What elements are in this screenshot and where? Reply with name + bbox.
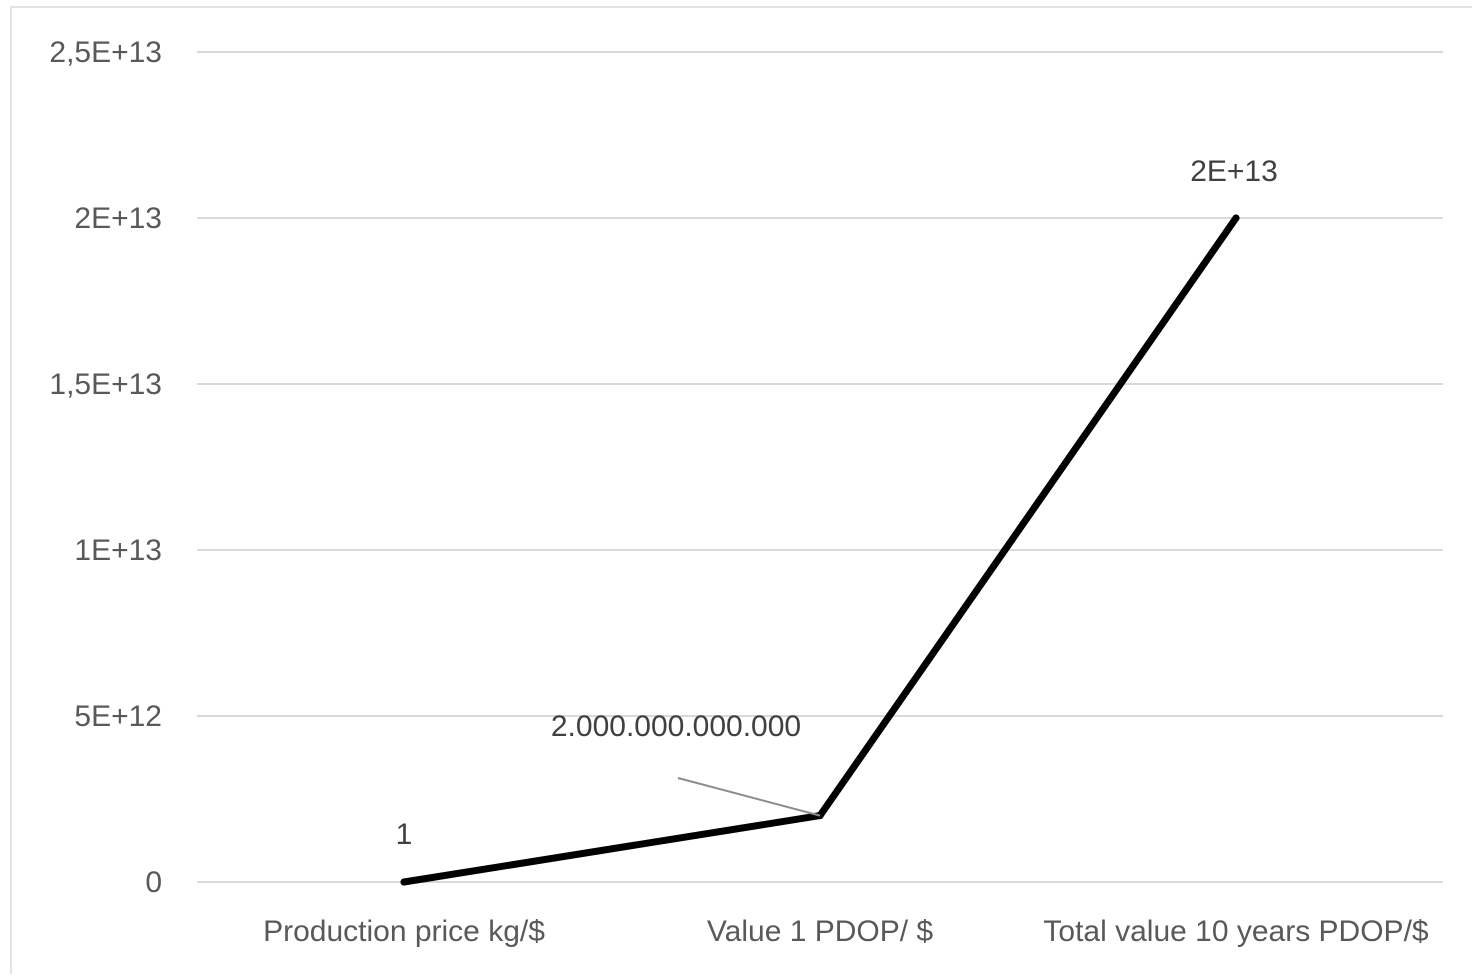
data-label-leader-line-1 [677,777,821,817]
data-label-1: 2.000.000.000.000 [551,710,801,743]
x-tick-label-1: Value 1 PDOP/ $ [707,915,934,948]
series-0-point-0 [400,878,408,886]
chart-frame [10,6,1472,979]
series-0-segment-1 [816,214,1240,820]
x-axis-tick-labels: Production price kg/$ Value 1 PDOP/ $ Tota… [263,915,1429,948]
data-label-2: 2E+13 [1190,155,1278,188]
y-tick-label-3: 1,5E+13 [49,368,162,401]
y-tick-label-2: 1E+13 [74,534,162,567]
y-tick-label-1: 5E+12 [74,700,162,733]
y-tick-label-4: 2E+13 [74,202,162,235]
series-0-point-2 [1232,214,1240,222]
x-tick-label-0: Production price kg/$ [263,915,545,948]
x-tick-label-2: Total value 10 years PDOP/$ [1043,915,1429,948]
data-labels: 1 2.000.000.000.000 2E+13 [396,155,1278,851]
y-tick-label-0: 0 [145,866,162,899]
series-0-segment-0 [400,812,824,886]
y-tick-label-5: 2,5E+13 [49,36,162,69]
y-axis-tick-labels: 0 5E+12 1E+13 1,5E+13 2E+13 2,5E+13 [49,36,162,899]
data-label-0: 1 [396,818,413,851]
